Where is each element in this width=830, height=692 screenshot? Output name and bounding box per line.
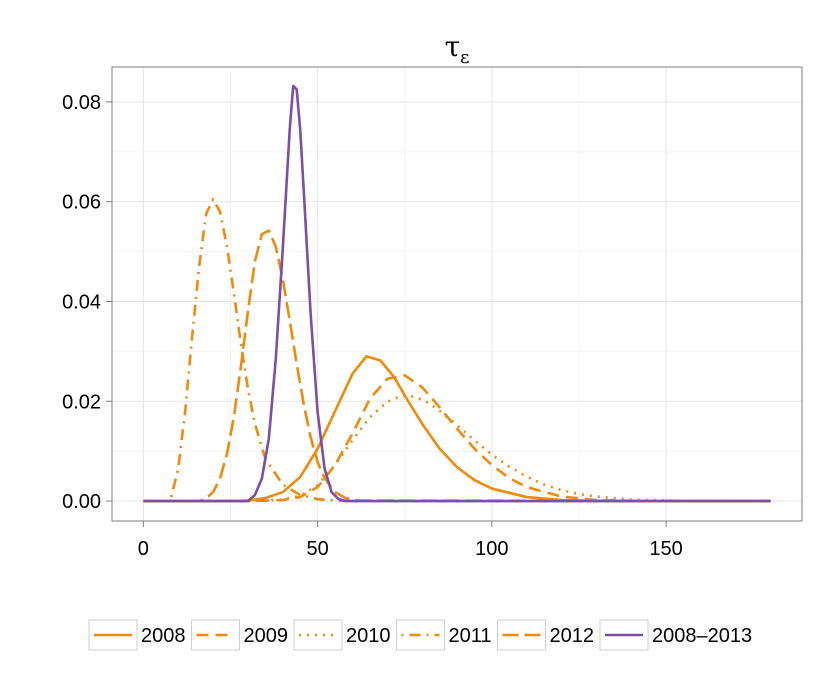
series-line-5 [143,84,771,503]
legend-item-1: 2009 [191,619,289,651]
legend-label: 2011 [449,625,492,647]
legend-label: 2008–2013 [652,625,752,647]
x-tick-label: 100 [475,538,508,560]
legend-item-0: 2008 [88,619,186,651]
chart-title: τε [445,30,470,68]
legend-label: 2009 [244,625,289,647]
y-tick-label: 0.06 [62,192,101,214]
legend-key [293,619,343,651]
y-tick-label: 0.02 [62,391,101,413]
legend-label: 2012 [550,625,595,647]
series-line-3 [169,197,771,503]
legend-item-4: 2012 [497,619,595,651]
panel-border [111,66,803,522]
legend-label: 2010 [346,625,391,647]
y-tick-label: 0.00 [62,491,101,513]
plot-panel: 0 50 100 150 0.00 0.02 0.04 0.06 0.08 [62,66,803,560]
legend-label: 2008 [141,625,186,647]
chart-title-subscript: ε [460,47,469,68]
x-tick-label: 150 [649,538,682,560]
panel-background [112,67,802,521]
x-tick-label: 50 [306,538,328,560]
y-tick-label: 0.04 [62,291,101,313]
chart-title-main: τ [445,30,461,63]
legend-item-5: 2008–2013 [599,619,752,651]
series-line-4 [143,229,771,503]
x-tick-label: 0 [138,538,149,560]
y-tick-label: 0.08 [62,92,101,114]
legend: 2008 2009 2010 2011 2012 2008–2013 [88,619,752,651]
legend-item-2: 2010 [293,619,391,651]
legend-item-3: 2011 [396,619,492,651]
